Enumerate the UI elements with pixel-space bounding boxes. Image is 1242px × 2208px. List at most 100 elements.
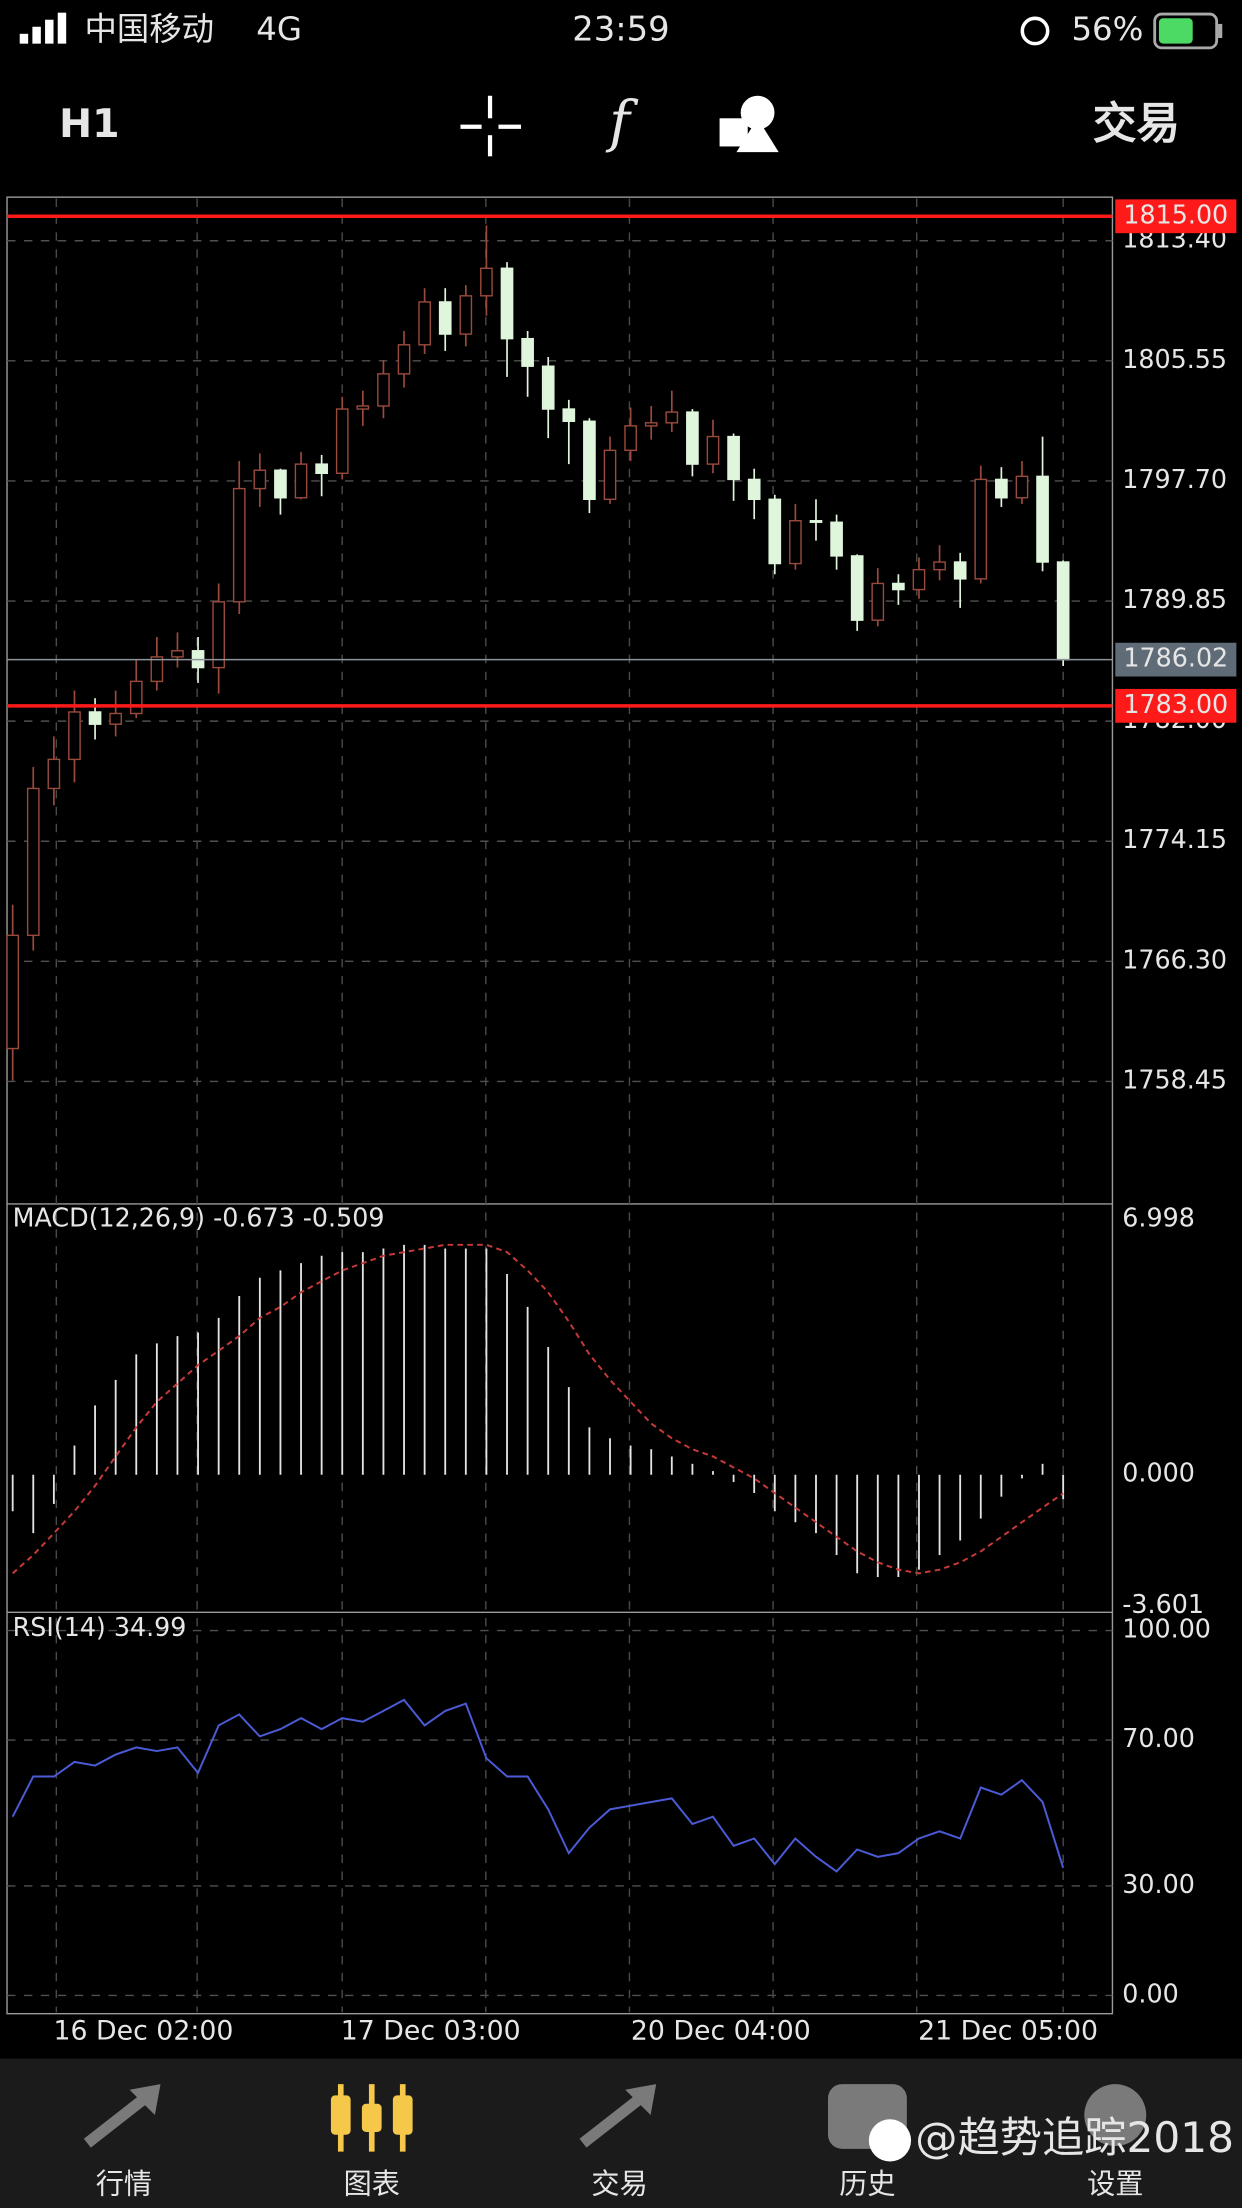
candle-body xyxy=(335,408,349,474)
candle-body xyxy=(68,711,81,761)
tab-label: 交易 xyxy=(591,2167,647,2200)
candle-body xyxy=(995,478,1008,499)
candle-body xyxy=(109,712,122,725)
x-tick-label: 16 Dec 02:00 xyxy=(54,2015,234,2046)
candle-body xyxy=(912,568,926,591)
candle-body xyxy=(480,267,493,297)
candle-body xyxy=(562,408,576,422)
tab-label: 历史 xyxy=(839,2167,895,2200)
lock-icon xyxy=(1020,16,1050,46)
y-tick-label: -3.601 xyxy=(1122,1589,1204,1619)
x-tick-label: 21 Dec 05:00 xyxy=(918,2015,1098,2046)
y-tick-label: 1758.45 xyxy=(1122,1064,1227,1094)
watermark-text: @趋势追踪2018 xyxy=(915,2113,1234,2162)
candle-body xyxy=(850,555,864,621)
candle-body xyxy=(521,337,534,367)
y-tick-label: 1774.15 xyxy=(1122,824,1227,854)
candle-body xyxy=(356,405,370,410)
candle-body xyxy=(665,411,679,424)
y-tick-label: 1797.70 xyxy=(1122,464,1227,494)
tab-bar xyxy=(0,2058,1242,2208)
signal-bar xyxy=(45,19,54,44)
chart-frame xyxy=(6,196,1114,2015)
y-tick-label: 0.000 xyxy=(1122,1458,1195,1488)
candle-body xyxy=(377,373,390,407)
candle-body xyxy=(727,435,740,481)
candle-body xyxy=(274,469,287,499)
candle-body xyxy=(871,582,885,621)
tab-icon xyxy=(361,2103,382,2132)
tab-label: 设置 xyxy=(1087,2167,1143,2200)
y-tick-label: 1789.85 xyxy=(1122,584,1227,614)
signal-bar xyxy=(19,33,29,44)
candle-body xyxy=(26,787,40,937)
tab-label: 图表 xyxy=(344,2167,400,2200)
tab-icon xyxy=(1084,2084,1147,2147)
rsi-line xyxy=(11,1698,1065,1873)
crosshair-button[interactable] xyxy=(460,95,522,157)
candle-body xyxy=(418,301,431,346)
candle-body xyxy=(1056,561,1070,661)
y-tick-label: 100.00 xyxy=(1122,1614,1211,1644)
level-label: 1815.00 xyxy=(1123,199,1228,229)
candle-body xyxy=(768,498,782,565)
y-tick-label: 6.998 xyxy=(1122,1202,1195,1232)
y-tick-label: 0.00 xyxy=(1122,1978,1178,2008)
candle-body xyxy=(933,561,946,571)
battery-level: 56% xyxy=(1071,10,1143,48)
candle-body xyxy=(129,680,143,715)
candle-body xyxy=(686,411,699,465)
candle-body xyxy=(47,758,61,790)
candle-body xyxy=(830,521,843,557)
timeframe[interactable]: H1 xyxy=(59,101,119,147)
tab[interactable]: 交易 xyxy=(579,2084,657,2200)
candle-body xyxy=(583,420,596,501)
battery-frame xyxy=(1153,12,1219,50)
candle-body xyxy=(397,344,411,375)
level-box xyxy=(1115,688,1237,723)
current-price-box xyxy=(1115,642,1237,677)
icon-part xyxy=(740,95,775,130)
x-tick-label: 20 Dec 04:00 xyxy=(631,2015,811,2046)
tab[interactable]: 设置 xyxy=(1084,2084,1147,2200)
watermark: @趋势追踪2018 xyxy=(868,2113,1234,2162)
current-price-label: 1786.02 xyxy=(1123,643,1228,673)
candle-body xyxy=(624,425,637,452)
battery-fill xyxy=(1158,18,1193,44)
candle-body xyxy=(88,711,102,725)
network: 4G xyxy=(256,10,302,48)
candle-body xyxy=(974,478,988,580)
battery-tip xyxy=(1218,23,1223,39)
trade-button[interactable]: 交易 xyxy=(1093,99,1180,150)
tab[interactable]: 图表 xyxy=(330,2084,413,2200)
candle-body xyxy=(150,656,164,683)
y-tick-label: 70.00 xyxy=(1122,1723,1195,1753)
battery-icon xyxy=(1153,12,1223,50)
clock: 23:59 xyxy=(572,9,669,48)
signal-bar xyxy=(57,12,67,44)
x-tick-label: 17 Dec 03:00 xyxy=(341,2015,521,2046)
candle-body xyxy=(953,561,967,580)
tab-icon xyxy=(129,2084,161,2116)
candle-body xyxy=(459,295,473,335)
candle-body xyxy=(294,463,308,499)
level-box xyxy=(1115,199,1237,234)
tab[interactable]: 行情 xyxy=(83,2084,161,2200)
time-grid xyxy=(55,198,1064,2013)
icon-part xyxy=(736,118,779,153)
indicator-title: MACD(12,26,9) -0.673 -0.509 xyxy=(13,1202,385,1232)
plot: 1813.401805.551797.701789.851782.001774.… xyxy=(6,199,1237,2046)
candle-body xyxy=(809,520,823,523)
candle-body xyxy=(315,463,328,474)
candle-body xyxy=(232,487,246,603)
indicator-title: RSI(14) 34.99 xyxy=(13,1612,187,1642)
candle-body xyxy=(706,435,720,465)
candle-body xyxy=(212,601,225,669)
candle-body xyxy=(500,267,514,340)
carrier: 中国移动 xyxy=(84,10,214,48)
signal-line xyxy=(12,1243,1064,1575)
objects-button[interactable] xyxy=(719,95,779,153)
candle-body xyxy=(892,582,905,591)
